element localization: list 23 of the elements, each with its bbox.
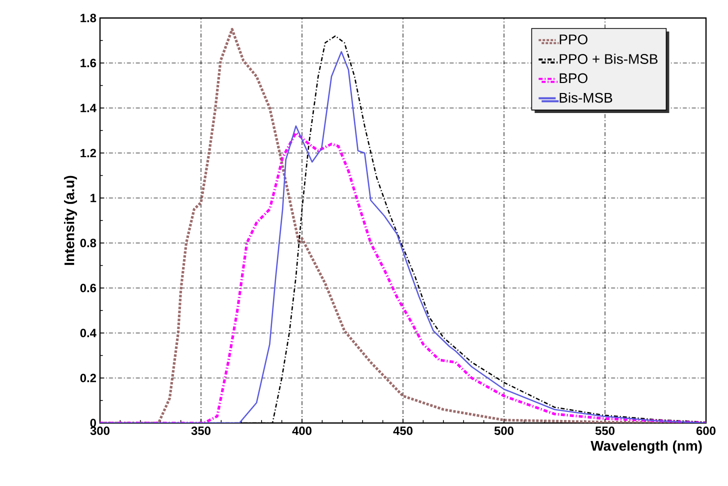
y-tick-label: 1.4 [80, 104, 96, 112]
x-tick-label: 350 [191, 426, 210, 436]
y-tick-label: 1.8 [80, 14, 96, 22]
x-tick-label: 400 [292, 426, 312, 435]
y-tick-label: 0.6 [80, 284, 96, 292]
y-tick-label: 0 [90, 418, 96, 428]
legend-label: BPO [560, 73, 588, 84]
x-tick-label: 300 [90, 426, 110, 436]
y-tick-label: 1.2 [80, 148, 96, 158]
y-tick-label: 0.2 [80, 374, 96, 382]
x-tick-label: 450 [393, 426, 412, 435]
y-tick-label: 0.4 [80, 328, 96, 338]
x-tick-label: 500 [494, 426, 514, 435]
y-tick-label: 1 [90, 194, 96, 202]
y-tick-label: 0.8 [80, 238, 96, 248]
legend-label: Bis-MSB [560, 92, 612, 103]
y-tick-label: 1.6 [80, 58, 96, 68]
x-tick-label: 600 [696, 426, 716, 435]
x-tick-label: 550 [595, 426, 614, 435]
y-axis-title: Intensity (a.u) [64, 176, 78, 265]
x-axis-title: Wavelength (nm) [590, 440, 702, 454]
legend-label: PPO [560, 34, 588, 44]
legend-label: PPO + Bis-MSB [560, 54, 658, 64]
